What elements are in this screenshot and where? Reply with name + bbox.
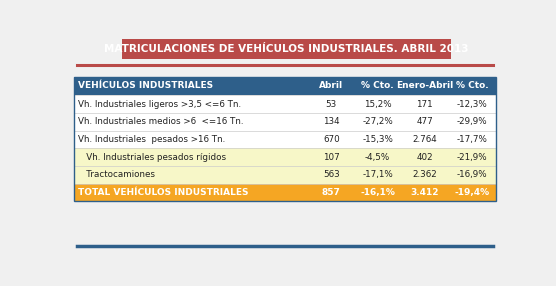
Bar xyxy=(74,77,496,201)
Text: 15,2%: 15,2% xyxy=(364,100,391,108)
Text: 857: 857 xyxy=(322,188,341,197)
Text: 2.362: 2.362 xyxy=(413,170,437,179)
Text: 107: 107 xyxy=(323,153,340,162)
Text: 3.412: 3.412 xyxy=(410,188,439,197)
Text: -19,4%: -19,4% xyxy=(455,188,490,197)
Text: 477: 477 xyxy=(416,117,433,126)
Text: 402: 402 xyxy=(416,153,433,162)
Bar xyxy=(74,77,496,95)
Text: 670: 670 xyxy=(323,135,340,144)
Text: Abril: Abril xyxy=(319,82,344,90)
Bar xyxy=(74,184,496,201)
Text: 2.764: 2.764 xyxy=(413,135,437,144)
Text: -16,9%: -16,9% xyxy=(457,170,488,179)
Text: Vh. Industriales pesados rígidos: Vh. Industriales pesados rígidos xyxy=(78,153,226,162)
Text: 134: 134 xyxy=(323,117,340,126)
Text: % Cto.: % Cto. xyxy=(456,82,489,90)
Bar xyxy=(74,113,496,131)
Bar xyxy=(74,148,496,166)
Text: VEHÍCULOS INDUSTRIALES: VEHÍCULOS INDUSTRIALES xyxy=(78,82,213,90)
Text: -27,2%: -27,2% xyxy=(363,117,393,126)
Text: -4,5%: -4,5% xyxy=(365,153,390,162)
Text: 563: 563 xyxy=(323,170,340,179)
Text: TOTAL VEHÍCULOS INDUSTRIALES: TOTAL VEHÍCULOS INDUSTRIALES xyxy=(78,188,249,197)
Text: % Cto.: % Cto. xyxy=(361,82,394,90)
Bar xyxy=(74,95,496,113)
Text: Tractocamiones: Tractocamiones xyxy=(78,170,155,179)
Text: -17,1%: -17,1% xyxy=(363,170,393,179)
Text: -17,7%: -17,7% xyxy=(456,135,488,144)
Bar xyxy=(122,39,451,59)
Text: Enero-Abril: Enero-Abril xyxy=(396,82,453,90)
Text: 171: 171 xyxy=(416,100,433,108)
Text: -29,9%: -29,9% xyxy=(457,117,488,126)
Bar xyxy=(74,131,496,148)
Text: Vh. Industriales ligeros >3,5 <=6 Tn.: Vh. Industriales ligeros >3,5 <=6 Tn. xyxy=(78,100,241,108)
Bar xyxy=(74,166,496,184)
Text: -16,1%: -16,1% xyxy=(360,188,395,197)
Text: Vh. Industriales  pesados >16 Tn.: Vh. Industriales pesados >16 Tn. xyxy=(78,135,225,144)
Text: Vh. Industriales medios >6  <=16 Tn.: Vh. Industriales medios >6 <=16 Tn. xyxy=(78,117,244,126)
Text: -12,3%: -12,3% xyxy=(457,100,488,108)
Text: -15,3%: -15,3% xyxy=(363,135,393,144)
Text: -21,9%: -21,9% xyxy=(457,153,488,162)
Text: 53: 53 xyxy=(326,100,337,108)
Text: MATRICULACIONES DE VEHÍCULOS INDUSTRIALES. ABRIL 2013: MATRICULACIONES DE VEHÍCULOS INDUSTRIALE… xyxy=(105,44,469,54)
